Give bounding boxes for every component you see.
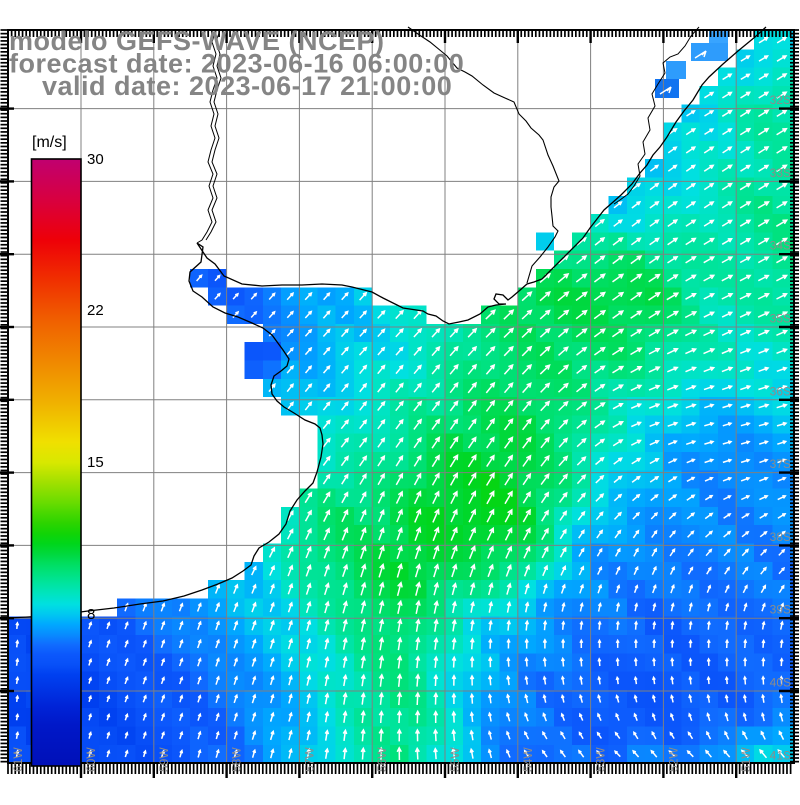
svg-text:36S: 36S	[770, 384, 791, 398]
svg-text:41S: 41S	[770, 748, 791, 762]
svg-text:61W: 61W	[11, 747, 25, 772]
svg-text:30: 30	[87, 151, 104, 168]
svg-text:40S: 40S	[770, 676, 791, 690]
svg-text:51W: 51W	[739, 747, 753, 772]
svg-text:37S: 37S	[770, 457, 791, 471]
svg-text:valid date: 2023-06-17 21:00:0: valid date: 2023-06-17 21:00:00	[42, 71, 452, 101]
svg-text:60W: 60W	[84, 747, 98, 772]
svg-text:15: 15	[87, 454, 104, 471]
svg-text:39S: 39S	[770, 603, 791, 617]
svg-text:58W: 58W	[230, 747, 244, 772]
svg-text:59W: 59W	[157, 747, 171, 772]
svg-text:33S: 33S	[770, 166, 791, 180]
svg-text:[m/s]: [m/s]	[32, 134, 67, 151]
svg-text:55W: 55W	[448, 747, 462, 772]
svg-text:35S: 35S	[770, 312, 791, 326]
svg-text:57W: 57W	[302, 747, 316, 772]
svg-text:53W: 53W	[594, 747, 608, 772]
svg-text:32S: 32S	[770, 93, 791, 107]
svg-text:modelo GEFS-WAVE (NCEP): modelo GEFS-WAVE (NCEP)	[9, 26, 385, 56]
svg-text:8: 8	[87, 606, 95, 623]
svg-text:52W: 52W	[666, 747, 680, 772]
svg-text:forecast date: 2023-06-16 06:0: forecast date: 2023-06-16 06:00:00	[9, 49, 464, 79]
svg-text:22: 22	[87, 302, 104, 319]
svg-text:38S: 38S	[770, 530, 791, 544]
svg-text:34S: 34S	[770, 239, 791, 253]
svg-text:56W: 56W	[375, 747, 389, 772]
svg-text:54W: 54W	[521, 747, 535, 772]
